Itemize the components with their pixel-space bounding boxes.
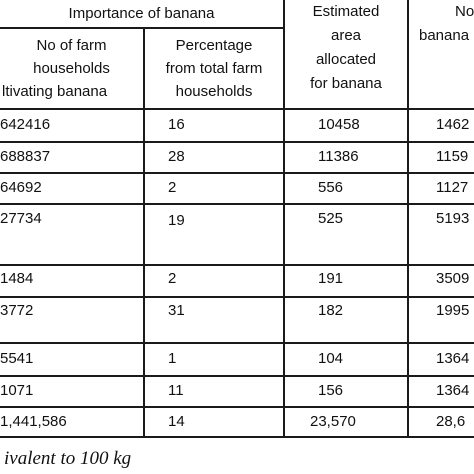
col-divider-3 xyxy=(407,0,409,438)
cell-households-7: 5541 xyxy=(0,350,34,367)
cell-households-6: 3772 xyxy=(0,302,34,319)
cell-col4-8: 1364 xyxy=(436,382,470,399)
cell-percent-5: 2 xyxy=(168,270,177,287)
row-line-7 xyxy=(0,375,474,377)
row-line-6 xyxy=(0,342,474,344)
row-line-5 xyxy=(0,296,474,298)
table-bottom-line xyxy=(0,436,474,438)
col1-header-line3: ltivating banana xyxy=(2,83,108,100)
cell-area-8: 156 xyxy=(318,382,344,399)
group-header-title: Importance of banana xyxy=(68,5,215,22)
cell-col4-total: 28,6 xyxy=(436,413,466,430)
header-bottom-line xyxy=(0,108,474,110)
cell-col4-7: 1364 xyxy=(436,350,470,367)
cell-area-7: 104 xyxy=(318,350,344,367)
col3-header-line3: allocated xyxy=(315,51,377,68)
col3-header-line2: area xyxy=(330,27,362,44)
cell-households-3: 64692 xyxy=(0,179,42,196)
cell-area-5: 191 xyxy=(318,270,344,287)
col2-header-line3: households xyxy=(175,83,253,100)
cell-percent-total: 14 xyxy=(168,413,185,430)
col3-header-line1: Estimated xyxy=(312,3,380,20)
cell-col4-4: 5193 xyxy=(436,210,470,227)
col1-header-line1: No of farm xyxy=(36,37,107,54)
cell-households-8: 1071 xyxy=(0,382,34,399)
cell-area-6: 182 xyxy=(318,302,344,319)
cell-percent-1: 16 xyxy=(168,116,185,133)
cell-households-4: 27734 xyxy=(0,210,42,227)
cell-households-2: 688837 xyxy=(0,148,51,165)
cell-percent-6: 31 xyxy=(168,302,185,319)
col3-header-line4: for banana xyxy=(310,75,382,92)
cell-area-3: 556 xyxy=(318,179,344,196)
cell-area-2: 11386 xyxy=(318,148,359,165)
row-line-3 xyxy=(0,203,474,205)
cell-col4-5: 3509 xyxy=(436,270,470,287)
cell-percent-3: 2 xyxy=(168,179,177,196)
cell-area-total: 23,570 xyxy=(310,413,356,430)
cell-col4-2: 1159 xyxy=(436,148,469,165)
cell-percent-2: 28 xyxy=(168,148,185,165)
col1-header-line2: households xyxy=(33,60,110,77)
row-line-2 xyxy=(0,172,474,174)
row-line-4 xyxy=(0,264,474,266)
cell-households-5: 1484 xyxy=(0,270,34,287)
row-line-1 xyxy=(0,141,474,143)
cell-households-total: 1,441,586 xyxy=(0,413,67,430)
cell-col4-6: 1995 xyxy=(436,302,470,319)
table-footnote: ivalent to 100 kg xyxy=(4,448,132,469)
cell-col4-3: 1127 xyxy=(436,179,469,196)
cell-percent-4: 19 xyxy=(168,212,185,229)
cell-percent-7: 1 xyxy=(168,350,177,367)
row-line-8 xyxy=(0,406,474,408)
col2-header-line1: Percentage xyxy=(175,37,253,54)
col2-header-line2: from total farm xyxy=(165,60,263,77)
cell-col4-1: 1462 xyxy=(436,116,470,133)
cell-area-1: 10458 xyxy=(318,116,360,133)
col-divider-2 xyxy=(283,0,285,438)
cell-households-1: 642416 xyxy=(0,116,51,133)
cell-percent-8: 11 xyxy=(168,382,184,399)
col4-header-line1: No xyxy=(455,3,474,20)
col-divider-1 xyxy=(143,28,145,438)
group-header-bottom-line xyxy=(0,27,284,29)
col4-header-line2: banana xyxy=(419,27,470,44)
cell-area-4: 525 xyxy=(318,210,344,227)
